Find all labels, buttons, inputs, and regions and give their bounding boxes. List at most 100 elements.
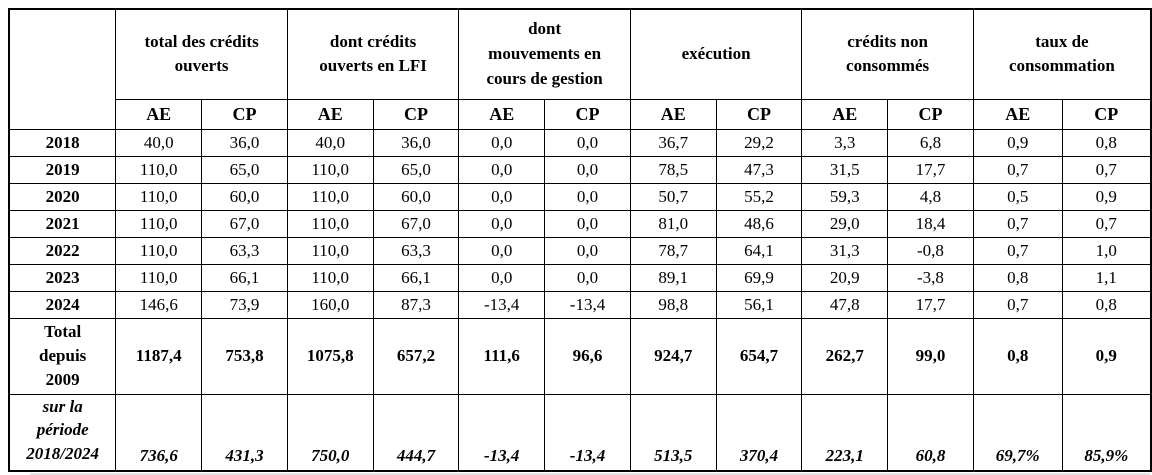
data-cell: 0,0 — [544, 182, 631, 211]
data-cell: 40,0 — [286, 128, 374, 157]
table-body: 2018 40,0 36,0 40,0 36,0 0,0 0,0 36,7 29,2 3,3 6,8… — [8, 128, 1152, 472]
table-row: 2019 110,0 65,0 110,0 65,0 0,0 0,0 78,5 47,3 31,5… — [8, 155, 1152, 184]
data-cell: 0,0 — [544, 128, 631, 157]
subheader-row: AE CP AE CP AE CP AE CP AE CP AE CP — [9, 98, 1152, 130]
data-cell: 0,8 — [1061, 128, 1152, 157]
data-cell: 0,0 — [458, 155, 546, 184]
data-cell: 0,0 — [458, 236, 546, 265]
corner-cell — [8, 8, 117, 130]
group-header-credits-non-consommes: crédits non consommés — [801, 8, 974, 100]
row-label: 2021 — [8, 209, 117, 238]
group-header-mouvements: dont mouvements en cours de gestion — [458, 8, 631, 100]
row-label: 2022 — [8, 236, 117, 265]
data-cell: 66,1 — [372, 263, 460, 292]
data-cell: 110,0 — [286, 182, 374, 211]
data-cell: 0,9 — [1061, 182, 1152, 211]
budget-table-wrapper: total des crédits ouverts dont crédits o… — [8, 8, 1152, 472]
data-cell: 657,2 — [372, 317, 460, 395]
data-cell: 81,0 — [629, 209, 717, 238]
data-cell: 0,5 — [972, 182, 1063, 211]
data-cell: 18,4 — [887, 209, 974, 238]
data-cell: 736,6 — [115, 393, 203, 472]
data-cell: 63,3 — [372, 236, 460, 265]
data-cell: 0,0 — [544, 209, 631, 238]
data-cell: 55,2 — [715, 182, 803, 211]
data-cell: 753,8 — [201, 317, 288, 395]
data-cell: 110,0 — [286, 236, 374, 265]
row-label: sur la période 2018/2024 — [8, 393, 117, 472]
data-cell: 110,0 — [115, 155, 203, 184]
data-cell: 73,9 — [201, 290, 288, 319]
data-cell: 63,3 — [201, 236, 288, 265]
data-cell: 85,9% — [1061, 393, 1152, 472]
row-label: Total depuis 2009 — [8, 317, 117, 395]
row-label: 2023 — [8, 263, 117, 292]
data-cell: 29,0 — [801, 209, 889, 238]
data-cell: 223,1 — [801, 393, 889, 472]
subheader-cp: CP — [1061, 98, 1152, 130]
group-header-taux-consommation: taux de consommation — [972, 8, 1152, 100]
data-cell: 0,0 — [544, 236, 631, 265]
data-cell: 67,0 — [201, 209, 288, 238]
data-cell: 0,0 — [458, 209, 546, 238]
data-cell: 0,7 — [972, 209, 1063, 238]
table-row: sur la période 2018/2024 736,6 431,3 750,0 4… — [8, 393, 1152, 472]
data-cell: 17,7 — [887, 290, 974, 319]
data-cell: 1,1 — [1061, 263, 1152, 292]
data-cell: 146,6 — [115, 290, 203, 319]
data-cell: 370,4 — [715, 393, 803, 472]
data-cell: 1,0 — [1061, 236, 1152, 265]
data-cell: 1187,4 — [115, 317, 203, 395]
data-cell: 69,9 — [715, 263, 803, 292]
data-cell: 431,3 — [201, 393, 288, 472]
data-cell: 64,1 — [715, 236, 803, 265]
budget-execution-table: total des crédits ouverts dont crédits o… — [8, 8, 1152, 472]
data-cell: 110,0 — [115, 236, 203, 265]
group-header-total-credits: total des crédits ouverts — [115, 8, 288, 100]
data-cell: 50,7 — [629, 182, 717, 211]
data-cell: 98,8 — [629, 290, 717, 319]
data-cell: 262,7 — [801, 317, 889, 395]
data-cell: -3,8 — [887, 263, 974, 292]
subheader-ae: AE — [629, 98, 717, 130]
data-cell: 0,0 — [458, 128, 546, 157]
data-cell: 110,0 — [115, 182, 203, 211]
row-label: 2024 — [8, 290, 117, 319]
data-cell: 111,6 — [458, 317, 546, 395]
subheader-cp: CP — [201, 98, 288, 130]
data-cell: -0,8 — [887, 236, 974, 265]
data-cell: 0,7 — [1061, 155, 1152, 184]
data-cell: 31,5 — [801, 155, 889, 184]
data-cell: 110,0 — [286, 263, 374, 292]
data-cell: 0,9 — [972, 128, 1063, 157]
data-cell: 0,0 — [544, 263, 631, 292]
data-cell: 59,3 — [801, 182, 889, 211]
data-cell: 654,7 — [715, 317, 803, 395]
subheader-cp: CP — [715, 98, 803, 130]
subheader-ae: AE — [115, 98, 203, 130]
data-cell: 66,1 — [201, 263, 288, 292]
subheader-ae: AE — [458, 98, 546, 130]
data-cell: 444,7 — [372, 393, 460, 472]
subheader-ae: AE — [972, 98, 1063, 130]
data-cell: 0,9 — [1061, 317, 1152, 395]
data-cell: 78,5 — [629, 155, 717, 184]
data-cell: 110,0 — [115, 209, 203, 238]
row-label: 2020 — [8, 182, 117, 211]
data-cell: 0,0 — [544, 155, 631, 184]
data-cell: 29,2 — [715, 128, 803, 157]
subheader-cp: CP — [887, 98, 974, 130]
data-cell: 1075,8 — [286, 317, 374, 395]
table-row: 2021 110,0 67,0 110,0 67,0 0,0 0,0 81,0 48,6 29,0… — [8, 209, 1152, 238]
table-row: 2023 110,0 66,1 110,0 66,1 0,0 0,0 89,1 69,9 20,9… — [8, 263, 1152, 292]
data-cell: 17,7 — [887, 155, 974, 184]
data-cell: 60,0 — [201, 182, 288, 211]
data-cell: -13,4 — [458, 290, 546, 319]
table-row: 2020 110,0 60,0 110,0 60,0 0,0 0,0 50,7 55,2 59,3… — [8, 182, 1152, 211]
table-row: 2024 146,6 73,9 160,0 87,3 -13,4 -13,4 98,8 56,1… — [8, 290, 1152, 319]
data-cell: -13,4 — [544, 393, 631, 472]
data-cell: 67,0 — [372, 209, 460, 238]
data-cell: 924,7 — [629, 317, 717, 395]
table-row: 2022 110,0 63,3 110,0 63,3 0,0 0,0 78,7 64,1 31,3… — [8, 236, 1152, 265]
